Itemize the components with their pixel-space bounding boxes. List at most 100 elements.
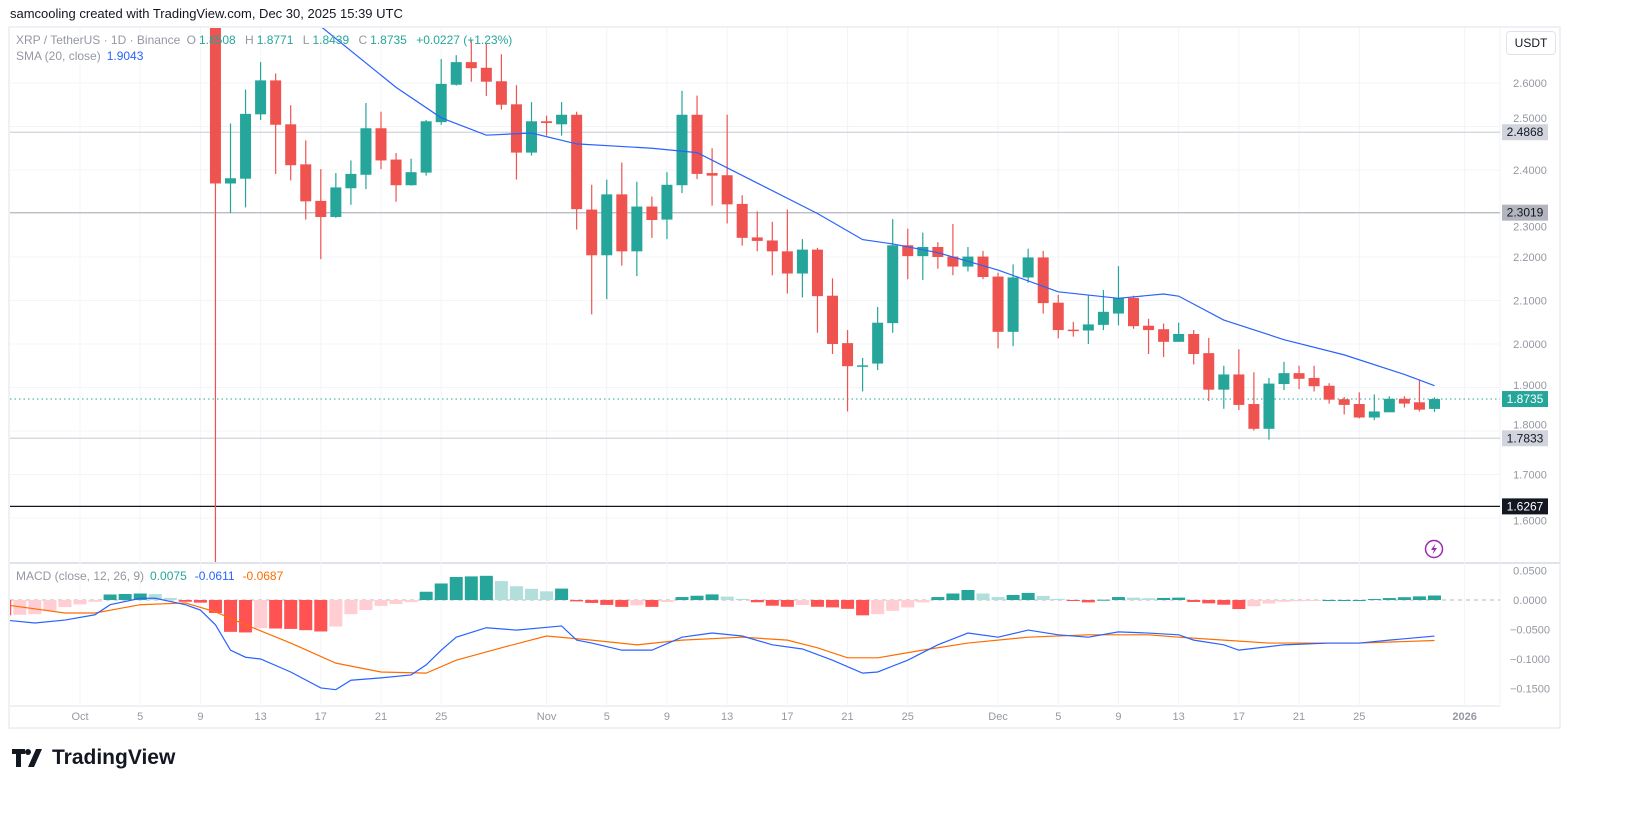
candle-body bbox=[1278, 373, 1290, 385]
macd-legend[interactable]: MACD (close, 12, 26, 9) 0.0075 -0.0611 -0.0… bbox=[16, 569, 283, 583]
macd-histogram-bar bbox=[630, 600, 644, 606]
candle-up[interactable] bbox=[1263, 377, 1275, 440]
candle-down[interactable] bbox=[1248, 372, 1260, 431]
candle-down[interactable] bbox=[1128, 295, 1139, 329]
candle-up[interactable] bbox=[917, 232, 929, 281]
candle-down[interactable] bbox=[1338, 397, 1350, 415]
candle-down[interactable] bbox=[1323, 383, 1335, 404]
candle-up[interactable] bbox=[661, 172, 673, 240]
candle-up[interactable] bbox=[857, 357, 869, 392]
candle-down[interactable] bbox=[510, 85, 522, 180]
candle-down[interactable] bbox=[375, 111, 387, 170]
candle-up[interactable] bbox=[872, 307, 884, 371]
candle-down[interactable] bbox=[571, 111, 583, 230]
candle-up[interactable] bbox=[360, 103, 372, 190]
candle-down[interactable] bbox=[1308, 365, 1320, 392]
symbol-title[interactable]: XRP / TetherUS · 1D · Binance bbox=[16, 33, 181, 47]
candle-down[interactable] bbox=[977, 250, 989, 280]
candle-down[interactable] bbox=[1293, 365, 1305, 390]
candle-up[interactable] bbox=[1429, 397, 1440, 412]
sma-line[interactable] bbox=[306, 5, 1435, 387]
candle-up[interactable] bbox=[556, 102, 568, 136]
candle-down[interactable] bbox=[1398, 396, 1410, 408]
candle-down[interactable] bbox=[736, 195, 748, 246]
candle-down[interactable] bbox=[1188, 330, 1200, 365]
candle-up[interactable] bbox=[601, 179, 613, 300]
candle-up[interactable] bbox=[1383, 396, 1395, 413]
candle-up[interactable] bbox=[1218, 365, 1230, 409]
candle-down[interactable] bbox=[781, 209, 793, 294]
candle-down[interactable] bbox=[541, 115, 553, 136]
candle-up[interactable] bbox=[1112, 266, 1124, 326]
candle-up[interactable] bbox=[962, 246, 974, 272]
candle-up[interactable] bbox=[1278, 361, 1290, 391]
macd-signal-line[interactable] bbox=[5, 602, 1435, 674]
sma-legend[interactable]: SMA (20, close) 1.9043 bbox=[16, 49, 143, 63]
candle-down[interactable] bbox=[691, 95, 703, 180]
candle-down[interactable] bbox=[616, 162, 628, 266]
candle-down[interactable] bbox=[1158, 323, 1170, 358]
candle-up[interactable] bbox=[435, 59, 447, 125]
candle-down[interactable] bbox=[706, 148, 718, 206]
lightning-icon[interactable] bbox=[1424, 539, 1444, 559]
candle-down[interactable] bbox=[827, 278, 838, 355]
candle-up[interactable] bbox=[240, 89, 252, 208]
candle-down[interactable] bbox=[751, 211, 763, 252]
candle-down[interactable] bbox=[495, 54, 507, 110]
candle-down[interactable] bbox=[646, 196, 658, 238]
candle-up[interactable] bbox=[1082, 294, 1094, 344]
candle-up[interactable] bbox=[1173, 322, 1185, 342]
candle-down[interactable] bbox=[300, 140, 312, 220]
candle-down[interactable] bbox=[932, 242, 944, 269]
candle-down[interactable] bbox=[270, 73, 282, 174]
candle-down[interactable] bbox=[390, 153, 402, 202]
candle-down[interactable] bbox=[1413, 380, 1425, 412]
candle-up[interactable] bbox=[1007, 264, 1019, 347]
candle-up[interactable] bbox=[796, 239, 808, 298]
candle-down[interactable] bbox=[480, 43, 492, 97]
macd-histogram-bar bbox=[1187, 600, 1201, 602]
candle-up[interactable] bbox=[631, 181, 643, 277]
candle-up[interactable] bbox=[526, 102, 537, 156]
candle-down[interactable] bbox=[1052, 294, 1064, 339]
price-pane[interactable] bbox=[10, 0, 1500, 670]
price-tag: 2.4868 bbox=[1502, 124, 1548, 141]
candle-up[interactable] bbox=[887, 219, 899, 333]
candle-down[interactable] bbox=[766, 221, 778, 276]
candle-up[interactable] bbox=[330, 173, 342, 218]
candle-down[interactable] bbox=[465, 39, 477, 82]
candle-down[interactable] bbox=[285, 105, 297, 181]
candle-down[interactable] bbox=[1353, 392, 1365, 419]
candle-down[interactable] bbox=[586, 184, 598, 315]
candle-up[interactable] bbox=[405, 158, 417, 186]
candle-down[interactable] bbox=[1233, 349, 1245, 411]
candle-up[interactable] bbox=[676, 90, 688, 194]
candle-body bbox=[225, 178, 236, 184]
candle-up[interactable] bbox=[255, 62, 267, 120]
candle-down[interactable] bbox=[1203, 337, 1215, 401]
candle-up[interactable] bbox=[420, 119, 432, 176]
candle-down[interactable] bbox=[1067, 321, 1079, 337]
candle-up[interactable] bbox=[225, 123, 236, 214]
candle-down[interactable] bbox=[947, 223, 959, 276]
candle-down[interactable] bbox=[992, 272, 1004, 349]
candle-down[interactable] bbox=[811, 247, 823, 333]
candle-up[interactable] bbox=[450, 55, 462, 86]
candle-down[interactable] bbox=[1143, 318, 1155, 355]
currency-button[interactable]: USDT bbox=[1506, 31, 1556, 55]
candle-down[interactable] bbox=[842, 330, 854, 412]
candle-down[interactable] bbox=[315, 169, 327, 260]
candle-down[interactable] bbox=[902, 228, 914, 280]
candle-up[interactable] bbox=[1368, 394, 1380, 421]
macd-pane[interactable] bbox=[0, 575, 1500, 691]
candle-body bbox=[796, 249, 808, 274]
candle-down[interactable] bbox=[721, 114, 733, 224]
x-tick-label: 25 bbox=[1353, 711, 1365, 723]
candle-down[interactable] bbox=[209, 0, 221, 670]
macd-line[interactable] bbox=[5, 597, 1435, 691]
candle-down[interactable] bbox=[1037, 250, 1049, 314]
candle-up[interactable] bbox=[1022, 248, 1034, 283]
macd-histogram-bar bbox=[795, 600, 809, 606]
candle-up[interactable] bbox=[345, 160, 357, 205]
